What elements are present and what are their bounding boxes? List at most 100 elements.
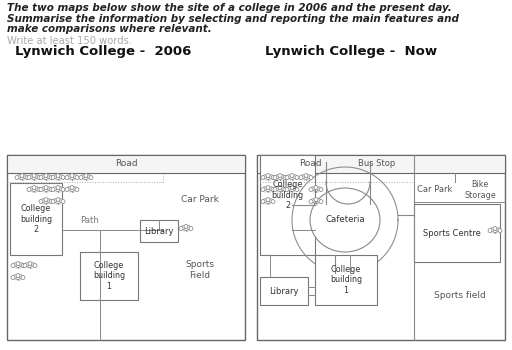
Text: Road: Road	[115, 160, 137, 168]
Circle shape	[285, 188, 289, 191]
Circle shape	[301, 175, 305, 179]
Circle shape	[28, 261, 32, 266]
Circle shape	[21, 264, 25, 267]
Circle shape	[70, 174, 74, 177]
Circle shape	[266, 198, 270, 202]
Circle shape	[37, 188, 41, 191]
Bar	[257, 155, 505, 173]
Circle shape	[271, 176, 275, 180]
Circle shape	[53, 175, 57, 179]
Circle shape	[23, 264, 27, 267]
Bar	[414, 204, 500, 262]
Text: Road: Road	[298, 160, 322, 168]
Circle shape	[81, 175, 85, 179]
Circle shape	[11, 275, 15, 280]
Bar	[7, 155, 245, 340]
Circle shape	[70, 186, 74, 189]
Circle shape	[13, 275, 17, 279]
Circle shape	[67, 175, 71, 179]
Circle shape	[49, 199, 53, 203]
Circle shape	[309, 188, 313, 191]
Circle shape	[41, 187, 45, 191]
Circle shape	[59, 199, 63, 203]
Circle shape	[181, 226, 185, 230]
Circle shape	[61, 199, 65, 203]
Circle shape	[67, 187, 71, 191]
Ellipse shape	[310, 188, 380, 252]
Circle shape	[493, 226, 497, 231]
Circle shape	[29, 187, 33, 191]
Circle shape	[20, 174, 24, 177]
Circle shape	[275, 187, 279, 191]
Circle shape	[15, 176, 19, 180]
Circle shape	[51, 188, 55, 191]
Bar	[10, 183, 62, 255]
Circle shape	[311, 187, 315, 191]
Circle shape	[51, 199, 55, 203]
Circle shape	[271, 199, 275, 203]
Text: Car Park: Car Park	[181, 196, 219, 204]
Circle shape	[39, 199, 43, 203]
Circle shape	[44, 174, 48, 177]
Circle shape	[47, 175, 51, 179]
Circle shape	[79, 176, 83, 180]
Circle shape	[490, 228, 494, 232]
Circle shape	[39, 188, 43, 191]
Circle shape	[263, 187, 267, 191]
Circle shape	[27, 188, 31, 191]
Circle shape	[290, 186, 294, 189]
Circle shape	[56, 174, 60, 177]
Circle shape	[285, 176, 289, 180]
Text: Car Park: Car Park	[417, 186, 452, 195]
Circle shape	[47, 187, 51, 191]
Circle shape	[269, 175, 273, 179]
Bar	[7, 155, 245, 173]
Circle shape	[11, 264, 15, 267]
Circle shape	[266, 174, 270, 177]
Circle shape	[44, 186, 48, 189]
Circle shape	[56, 198, 60, 202]
Circle shape	[87, 175, 91, 179]
Text: College
building
2: College building 2	[20, 204, 52, 234]
Text: Sports
Field: Sports Field	[185, 260, 215, 280]
Circle shape	[59, 175, 63, 179]
Circle shape	[317, 199, 321, 203]
Circle shape	[31, 263, 35, 267]
Circle shape	[32, 186, 36, 189]
Circle shape	[189, 226, 193, 231]
Circle shape	[19, 263, 23, 267]
Circle shape	[293, 175, 297, 179]
Circle shape	[293, 187, 297, 191]
Circle shape	[488, 229, 492, 232]
Text: Cafeteria: Cafeteria	[325, 216, 365, 224]
Circle shape	[314, 186, 318, 189]
Circle shape	[314, 198, 318, 202]
Circle shape	[35, 187, 39, 191]
Bar	[140, 220, 178, 242]
Text: Library: Library	[144, 226, 174, 236]
Circle shape	[65, 188, 69, 191]
Circle shape	[75, 176, 79, 180]
Circle shape	[59, 187, 63, 191]
Circle shape	[309, 176, 313, 180]
Text: make comparisons where relevant.: make comparisons where relevant.	[7, 24, 212, 34]
Circle shape	[17, 175, 21, 179]
Circle shape	[84, 174, 88, 177]
Circle shape	[89, 176, 93, 180]
Bar	[80, 252, 138, 300]
Circle shape	[275, 175, 279, 179]
Bar	[315, 255, 377, 305]
Circle shape	[278, 174, 282, 177]
Circle shape	[179, 226, 183, 231]
Circle shape	[73, 187, 77, 191]
Circle shape	[269, 187, 273, 191]
Text: Sports field: Sports field	[434, 290, 486, 300]
Circle shape	[283, 188, 287, 191]
Circle shape	[53, 199, 57, 203]
Circle shape	[281, 175, 285, 179]
Circle shape	[13, 263, 17, 267]
Circle shape	[29, 175, 33, 179]
Text: Path: Path	[80, 216, 99, 225]
Circle shape	[498, 229, 502, 232]
Circle shape	[295, 176, 299, 180]
